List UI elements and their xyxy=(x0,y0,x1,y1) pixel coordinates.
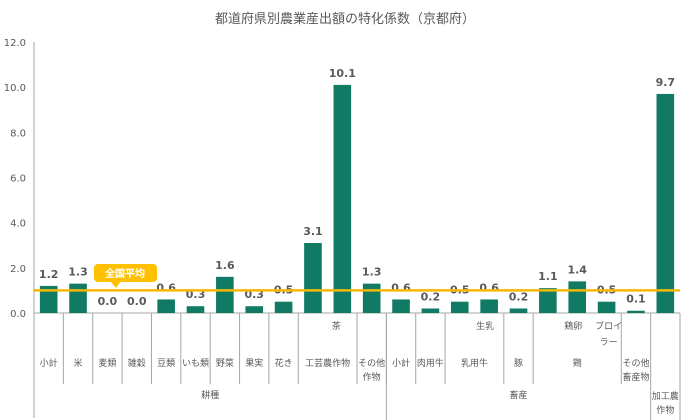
category-sublabel: 生乳 xyxy=(476,320,494,332)
data-label: 9.7 xyxy=(656,76,676,89)
category-label: 果実 xyxy=(245,357,263,369)
bar xyxy=(421,308,440,313)
category-label: 工芸農作物 xyxy=(305,357,350,369)
bar xyxy=(39,285,58,313)
data-label: 0.6 xyxy=(479,281,499,294)
bar xyxy=(627,310,645,313)
category-sublabel: ブロイ xyxy=(595,320,622,332)
category-label: 野菜 xyxy=(216,357,234,369)
bar xyxy=(392,299,410,313)
y-tick-label: 10.0 xyxy=(4,83,26,94)
bar xyxy=(333,84,352,314)
data-label: 0.6 xyxy=(391,281,411,294)
group-label: 畜産 xyxy=(509,389,527,401)
category-label: 麦類 xyxy=(98,357,116,369)
data-label: 0.2 xyxy=(421,290,441,303)
bar xyxy=(480,299,498,313)
bar xyxy=(274,301,293,313)
average-callout-pointer xyxy=(110,281,121,288)
group-label: 加工農 xyxy=(652,390,679,402)
category-label-line2: 作物 xyxy=(363,371,381,383)
category-sublabel: 茶 xyxy=(332,320,341,332)
data-label: 0.2 xyxy=(509,290,529,303)
bar xyxy=(186,306,205,313)
category-sublabel: 鶏卵 xyxy=(564,320,582,332)
category-label: 乳用牛 xyxy=(461,357,488,369)
group-label-line2: 作物 xyxy=(656,404,674,416)
bar xyxy=(509,308,528,313)
y-tick-label: 0.0 xyxy=(10,309,26,320)
y-tick-label: 8.0 xyxy=(10,128,26,139)
category-label: 豚 xyxy=(514,358,523,369)
data-label: 1.6 xyxy=(215,259,235,272)
category-sublabel-line2: ラー xyxy=(600,337,618,348)
data-label: 1.3 xyxy=(362,266,382,279)
bar xyxy=(450,301,469,313)
bar xyxy=(539,288,557,313)
category-label-line2: 畜産物 xyxy=(622,371,649,383)
group-label: 耕種 xyxy=(201,389,219,401)
category-label: その他 xyxy=(358,357,385,369)
data-label: 1.2 xyxy=(39,268,59,281)
data-label: 0.0 xyxy=(98,295,118,308)
average-label: 全国平均 xyxy=(104,267,145,280)
category-label: 鶏 xyxy=(573,357,582,369)
bar xyxy=(157,299,175,313)
bar xyxy=(216,276,234,313)
average-callout xyxy=(94,264,157,282)
category-label: 豆類 xyxy=(157,358,175,369)
y-tick-label: 6.0 xyxy=(10,174,26,185)
category-label: 小計 xyxy=(40,357,58,369)
data-label: 0.0 xyxy=(127,295,147,308)
bar xyxy=(656,93,675,313)
category-label: 花き xyxy=(275,357,293,369)
data-label: 10.1 xyxy=(329,67,356,80)
bar xyxy=(362,283,381,313)
bar xyxy=(69,283,87,313)
bar xyxy=(304,242,322,313)
data-label: 0.6 xyxy=(156,281,176,294)
chart-title: 都道府県別農業産出額の特化係数（京都府） xyxy=(214,12,475,27)
category-label: 米 xyxy=(74,357,83,369)
y-tick-label: 12.0 xyxy=(4,38,26,49)
data-label: 0.1 xyxy=(626,293,646,306)
y-tick-label: 2.0 xyxy=(10,264,26,275)
data-label: 1.3 xyxy=(68,266,88,279)
bar xyxy=(597,301,616,313)
bar xyxy=(245,306,264,313)
category-label: いも類 xyxy=(182,358,209,369)
category-label: 肉用牛 xyxy=(417,357,444,369)
data-label: 1.1 xyxy=(538,270,558,283)
data-label: 1.4 xyxy=(567,263,587,276)
data-label: 3.1 xyxy=(303,225,323,238)
y-tick-label: 4.0 xyxy=(10,219,26,230)
bar xyxy=(568,281,587,313)
category-label: その他 xyxy=(622,357,649,369)
category-label: 小計 xyxy=(392,357,410,369)
category-label: 雑穀 xyxy=(128,357,146,369)
